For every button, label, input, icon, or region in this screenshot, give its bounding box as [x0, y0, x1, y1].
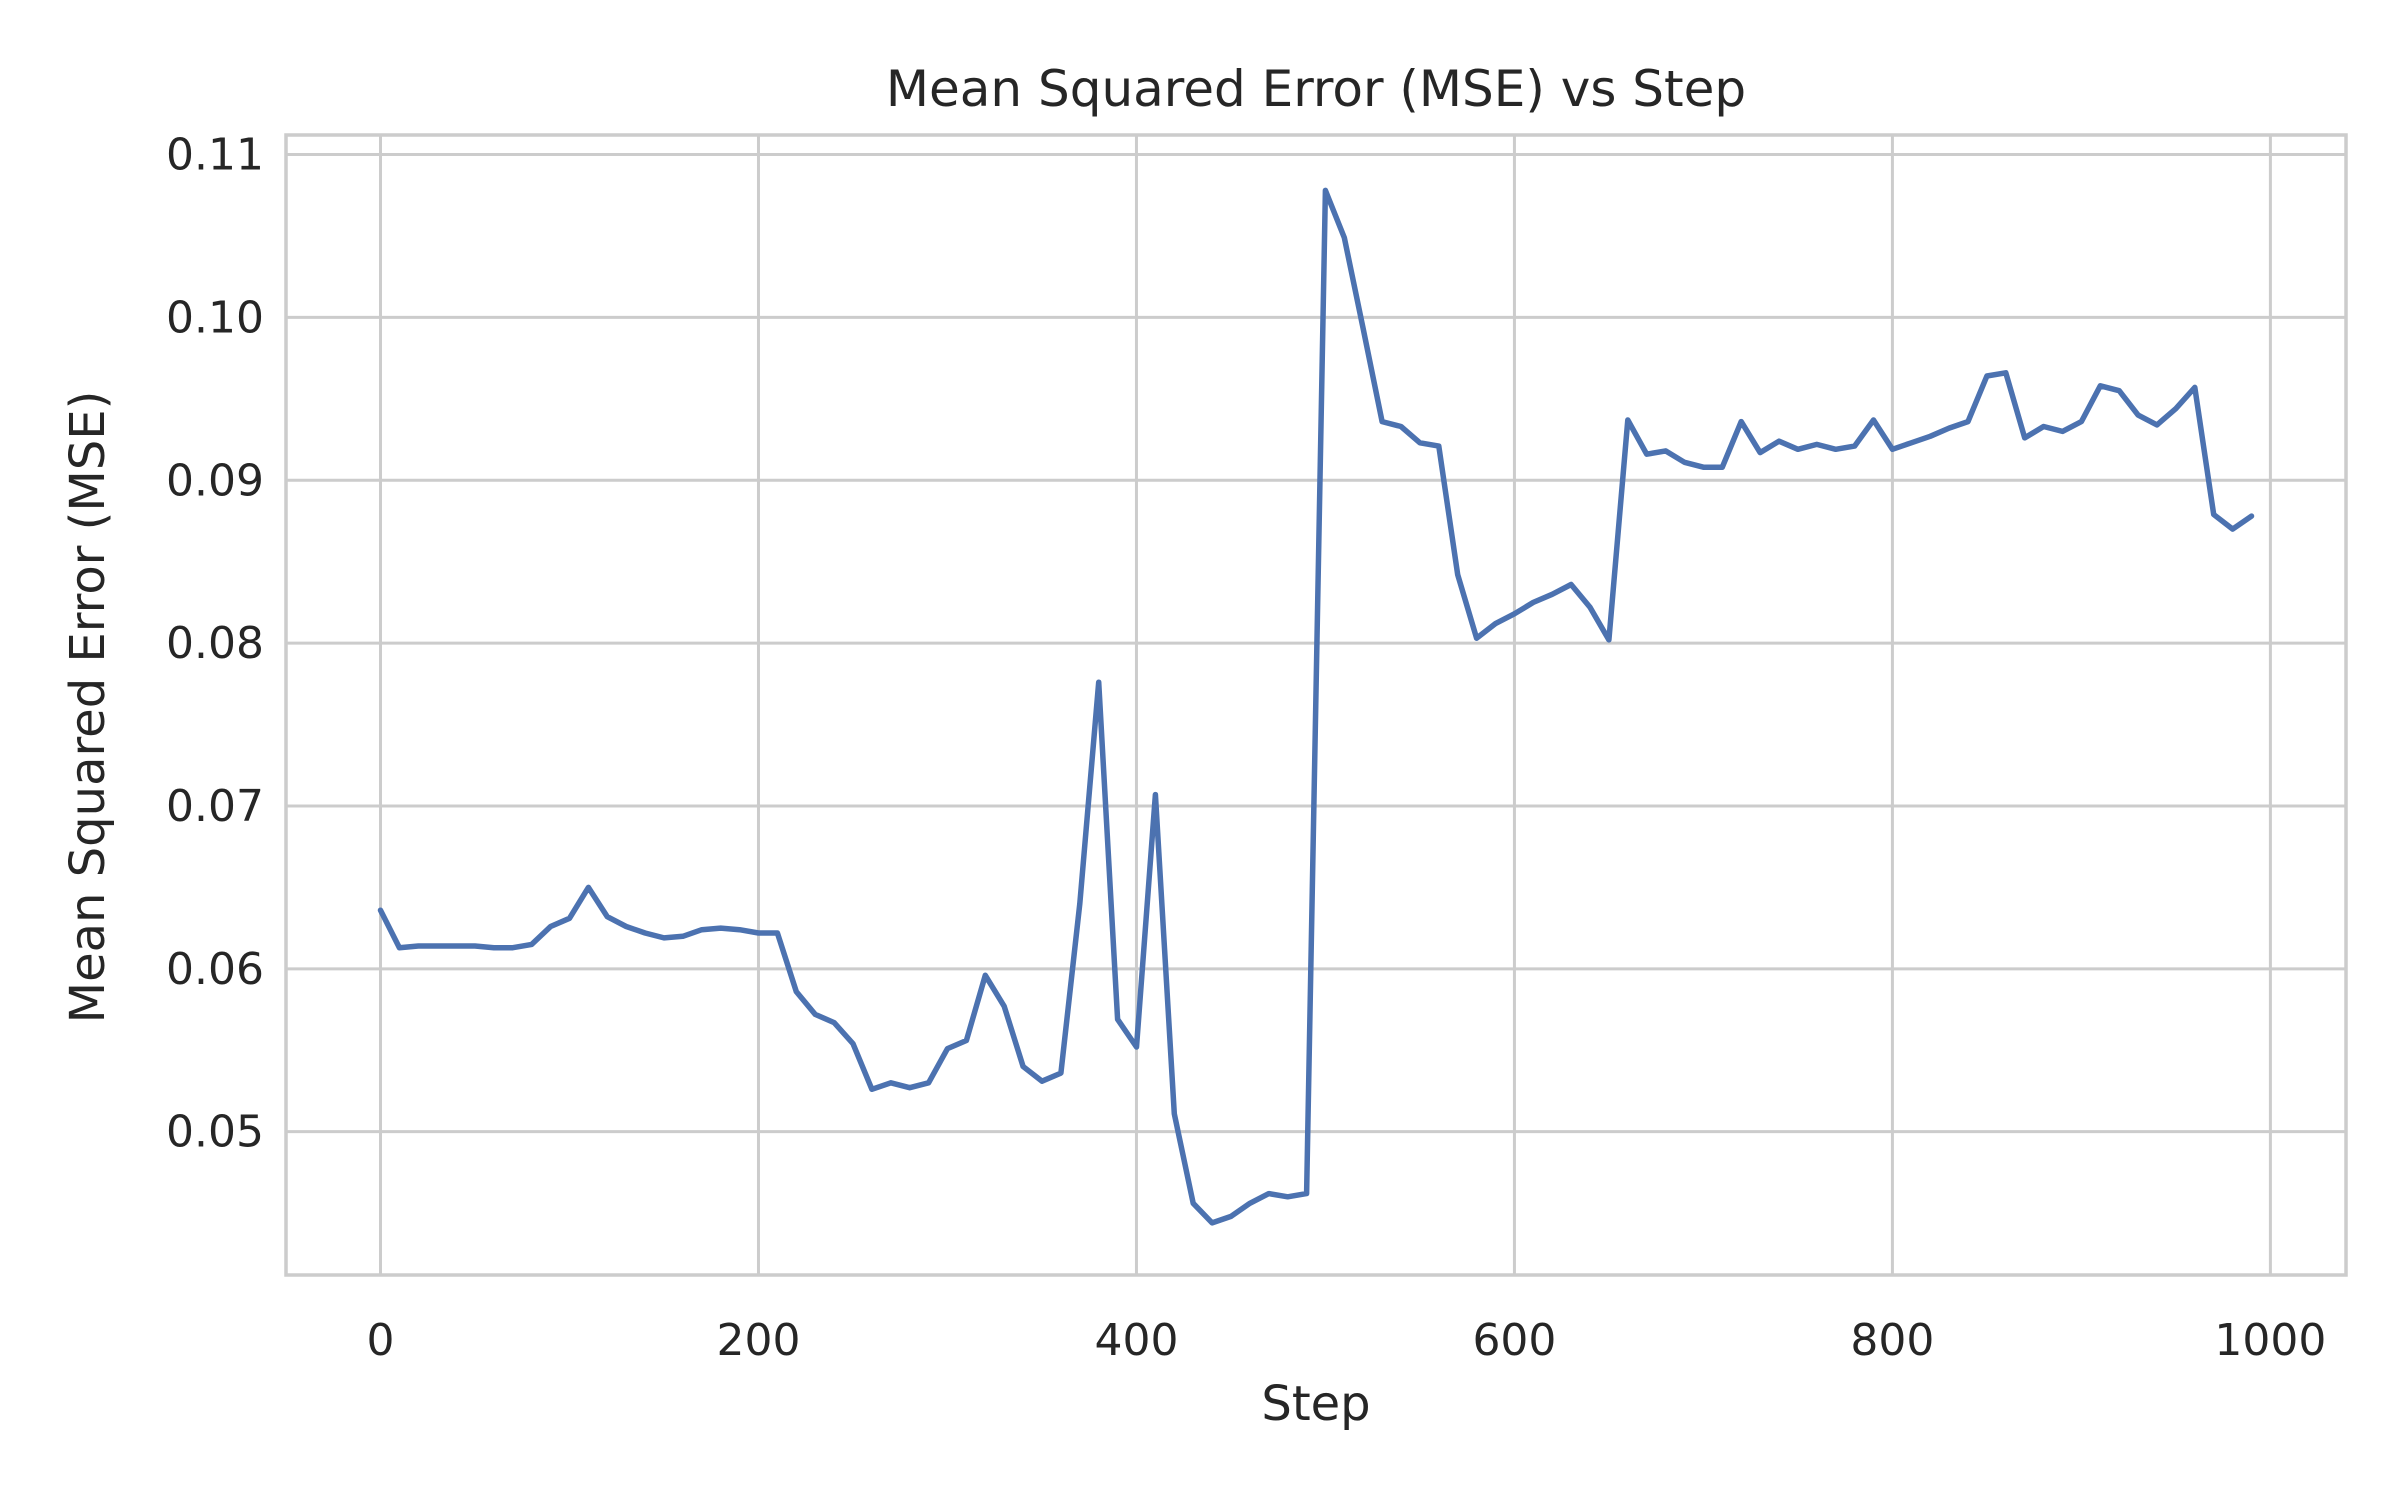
x-tick-label: 600 [1472, 1315, 1556, 1366]
x-axis-label: Step [1261, 1376, 1370, 1432]
chart-title: Mean Squared Error (MSE) vs Step [886, 60, 1746, 118]
y-tick-label: 0.07 [166, 781, 264, 832]
y-tick-label: 0.11 [166, 130, 264, 181]
y-tick-label: 0.05 [166, 1107, 264, 1158]
y-tick-label: 0.06 [166, 944, 264, 995]
series-line [377, 187, 2255, 1226]
x-tick-label: 1000 [2214, 1315, 2326, 1366]
x-axis-ticks: 0 200 400 600 800 1000 [366, 1315, 2326, 1366]
y-tick-label: 0.10 [166, 292, 264, 343]
y-tick-label: 0.08 [166, 618, 264, 669]
plot-frame [284, 133, 2348, 1277]
x-tick-label: 200 [716, 1315, 800, 1366]
y-axis-label: Mean Squared Error (MSE) [60, 391, 116, 1024]
x-tick-label: 800 [1850, 1315, 1934, 1366]
series-layer [377, 187, 2255, 1226]
y-axis-ticks: 0.05 0.06 0.07 0.08 0.09 0.10 0.11 [166, 130, 264, 1158]
x-tick-label: 400 [1094, 1315, 1178, 1366]
y-tick-label: 0.09 [166, 455, 264, 506]
x-tick-label: 0 [366, 1315, 394, 1366]
